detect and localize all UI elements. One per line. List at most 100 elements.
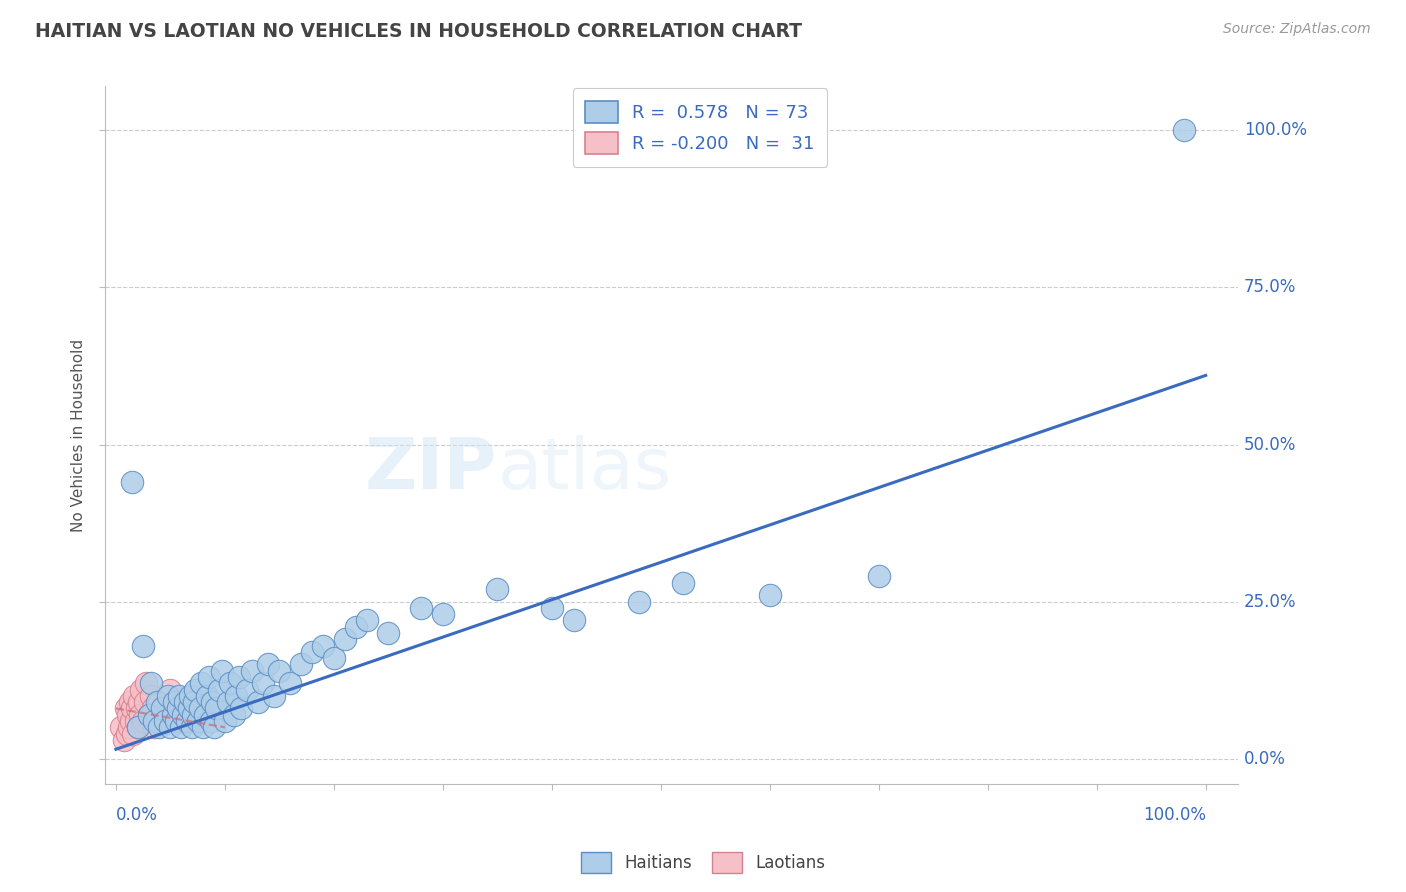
Point xyxy=(562,614,585,628)
Text: atlas: atlas xyxy=(498,435,672,504)
Legend: R =  0.578   N = 73, R = -0.200   N =  31: R = 0.578 N = 73, R = -0.200 N = 31 xyxy=(572,88,827,167)
Point xyxy=(181,695,204,709)
Point xyxy=(122,726,145,740)
Point xyxy=(118,720,141,734)
Point xyxy=(179,689,201,703)
Point xyxy=(197,670,219,684)
Point xyxy=(173,695,195,709)
Point xyxy=(197,689,219,703)
Text: 25.0%: 25.0% xyxy=(1244,592,1296,611)
Point xyxy=(868,569,890,583)
Point xyxy=(125,701,148,715)
Point xyxy=(162,707,184,722)
Point xyxy=(153,707,176,722)
Point xyxy=(269,664,291,678)
Point xyxy=(148,695,170,709)
Point xyxy=(188,701,211,715)
Point xyxy=(142,701,165,715)
Point xyxy=(120,695,142,709)
Point xyxy=(117,707,139,722)
Point xyxy=(114,701,136,715)
Point xyxy=(150,701,173,715)
Point xyxy=(128,695,150,709)
Point xyxy=(184,682,207,697)
Point xyxy=(211,664,233,678)
Point xyxy=(409,600,432,615)
Point xyxy=(228,670,250,684)
Point xyxy=(214,714,236,728)
Point xyxy=(135,676,157,690)
Point xyxy=(143,720,166,734)
Point xyxy=(191,707,214,722)
Point xyxy=(1173,123,1195,137)
Point xyxy=(356,614,378,628)
Point xyxy=(132,639,155,653)
Text: 0.0%: 0.0% xyxy=(1244,749,1285,768)
Point xyxy=(112,732,135,747)
Point xyxy=(202,720,225,734)
Text: 75.0%: 75.0% xyxy=(1244,278,1296,296)
Point xyxy=(139,676,162,690)
Point xyxy=(159,682,181,697)
Point xyxy=(231,701,253,715)
Point xyxy=(627,594,650,608)
Y-axis label: No Vehicles in Household: No Vehicles in Household xyxy=(72,339,86,532)
Point xyxy=(167,701,190,715)
Text: 50.0%: 50.0% xyxy=(1244,435,1296,453)
Point xyxy=(278,676,301,690)
Point xyxy=(671,575,693,590)
Point xyxy=(322,651,344,665)
Point xyxy=(157,689,180,703)
Point xyxy=(148,720,170,734)
Point xyxy=(177,701,200,715)
Point xyxy=(127,720,149,734)
Point xyxy=(172,707,194,722)
Point xyxy=(301,645,323,659)
Point xyxy=(225,689,247,703)
Point xyxy=(138,707,160,722)
Point xyxy=(377,626,399,640)
Text: HAITIAN VS LAOTIAN NO VEHICLES IN HOUSEHOLD CORRELATION CHART: HAITIAN VS LAOTIAN NO VEHICLES IN HOUSEH… xyxy=(35,22,803,41)
Point xyxy=(200,714,222,728)
Text: ZIP: ZIP xyxy=(366,435,498,504)
Point xyxy=(219,676,242,690)
Point xyxy=(208,682,231,697)
Point xyxy=(194,707,217,722)
Point xyxy=(290,657,312,672)
Point xyxy=(246,695,269,709)
Point xyxy=(134,695,156,709)
Point xyxy=(128,707,150,722)
Point xyxy=(146,695,169,709)
Point xyxy=(257,657,280,672)
Point xyxy=(110,720,132,734)
Point xyxy=(222,707,245,722)
Text: 100.0%: 100.0% xyxy=(1143,805,1206,824)
Point xyxy=(124,714,146,728)
Point xyxy=(312,639,335,653)
Text: 100.0%: 100.0% xyxy=(1244,121,1306,139)
Point xyxy=(183,695,205,709)
Point xyxy=(263,689,285,703)
Point xyxy=(181,707,204,722)
Point xyxy=(176,714,198,728)
Point xyxy=(170,714,193,728)
Legend: Haitians, Laotians: Haitians, Laotians xyxy=(574,846,832,880)
Text: 0.0%: 0.0% xyxy=(115,805,157,824)
Point xyxy=(165,714,187,728)
Point xyxy=(124,689,146,703)
Point xyxy=(153,714,176,728)
Point xyxy=(181,720,204,734)
Point xyxy=(115,726,138,740)
Point xyxy=(540,600,562,615)
Point xyxy=(187,714,209,728)
Point xyxy=(217,695,239,709)
Point xyxy=(132,714,155,728)
Point xyxy=(139,689,162,703)
Point xyxy=(201,695,224,709)
Point xyxy=(758,588,780,602)
Point xyxy=(190,676,212,690)
Point xyxy=(235,682,257,697)
Point xyxy=(205,701,228,715)
Point xyxy=(333,632,356,647)
Text: Source: ZipAtlas.com: Source: ZipAtlas.com xyxy=(1223,22,1371,37)
